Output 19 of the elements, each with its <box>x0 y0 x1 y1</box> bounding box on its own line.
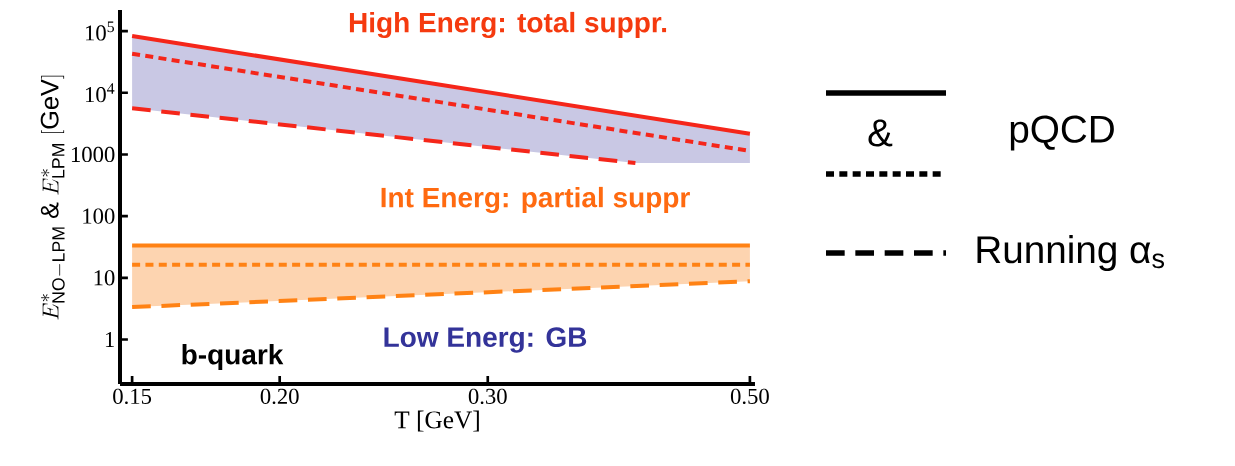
x-tick-label: 0.30 <box>468 388 507 405</box>
y-tick-label: 1000 <box>71 146 115 163</box>
x-tick-label: 0.20 <box>260 388 299 405</box>
annotation: Low Energ: GB <box>384 327 587 353</box>
y-tick-label: 1 <box>105 332 114 347</box>
x-tick-label: 0.50 <box>730 388 769 405</box>
y-axis-title: $E^{*}_{\mathrm{NO-LPM}}\ \&\ E^{*}_{\mathrm{LPM}}\ [\mathrm{GeV}]$ <box>40 75 65 320</box>
x-axis-title: T [GeV] <box>394 410 479 432</box>
y-tick-label: 100 <box>83 208 115 224</box>
annotation: High Energ: total suppr. <box>349 11 667 39</box>
annotation: Int Energ: partial suppr <box>381 186 690 214</box>
text: Running α$_{s}$ <box>977 234 1165 272</box>
x-tick-label: 0.15 <box>113 388 152 405</box>
y-tick-label: 10$^{5}$ <box>86 21 115 41</box>
y-tick-label: 10$^{4}$ <box>86 83 115 103</box>
annotation: b-quark <box>182 343 284 371</box>
y-tick-label: 10 <box>94 270 115 286</box>
text: pQCD <box>1010 115 1114 151</box>
text: & <box>868 119 893 147</box>
